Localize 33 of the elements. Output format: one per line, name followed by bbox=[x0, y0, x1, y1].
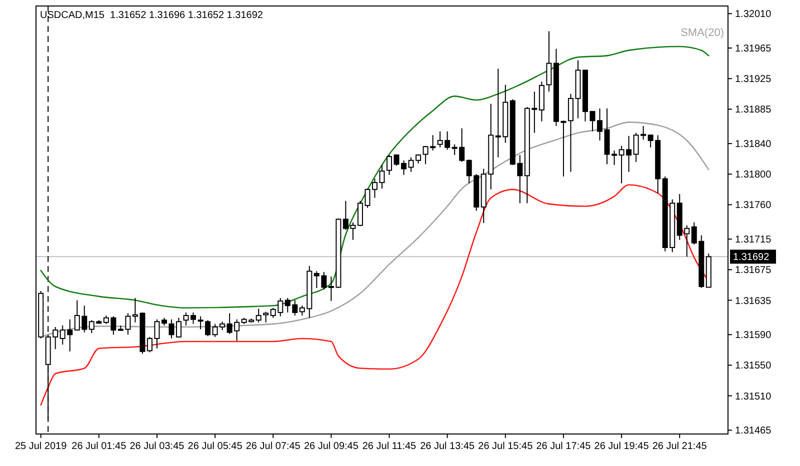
y-tick-label: 1.31510 bbox=[735, 391, 772, 402]
y-tick-label: 1.31840 bbox=[735, 139, 772, 150]
x-tick-label: 26 Jul 11:45 bbox=[362, 441, 417, 452]
y-tick-label: 1.31550 bbox=[735, 360, 772, 372]
x-tick-label: 26 Jul 09:45 bbox=[304, 441, 359, 452]
y-tick-label: 1.31635 bbox=[735, 296, 772, 307]
x-tick-label: 26 Jul 07:45 bbox=[246, 441, 301, 452]
text: SMA(20) bbox=[680, 27, 724, 39]
x-tick-label: 26 Jul 01:45 bbox=[72, 441, 127, 452]
y-tick-label: 1.31590 bbox=[735, 330, 772, 342]
y-tick-label: 1.31885 bbox=[735, 104, 772, 116]
x-tick-label: 26 Jul 13:45 bbox=[420, 441, 476, 452]
y-tick-label: 1.31715 bbox=[735, 234, 772, 246]
annotation: USDCAD,M15 1.31652 1.31696 1.31652 1.31692 bbox=[40, 10, 264, 21]
candlestick bbox=[168, 318, 174, 339]
x-tick-label: 25 Jul 2019 bbox=[14, 441, 68, 452]
x-tick-label: 26 Jul 19:45 bbox=[594, 441, 650, 452]
line-series bbox=[40, 46, 710, 309]
y-tick-label: 1.31675 bbox=[735, 265, 772, 276]
x-tick-label: 26 Jul 05:45 bbox=[188, 441, 243, 452]
y-tick-label: 1.31800 bbox=[735, 170, 772, 181]
y-tick-label: 1.31465 bbox=[735, 426, 772, 437]
x-tick-label: 26 Jul 15:45 bbox=[478, 441, 534, 452]
candlestick bbox=[176, 317, 182, 338]
y-tick-label: 1.31925 bbox=[735, 74, 772, 86]
x-tick-label: 26 Jul 17:45 bbox=[536, 441, 592, 452]
y-tick-label: 1.31965 bbox=[735, 44, 772, 55]
ref-line-label: 1.31692 bbox=[733, 252, 770, 264]
y-tick-label: 1.31760 bbox=[735, 200, 772, 212]
y-tick-label: 1.32010 bbox=[735, 9, 772, 20]
x-tick-label: 26 Jul 03:45 bbox=[130, 441, 185, 452]
candlestick bbox=[546, 30, 552, 92]
x-tick-label: 26 Jul 21:45 bbox=[652, 441, 708, 452]
